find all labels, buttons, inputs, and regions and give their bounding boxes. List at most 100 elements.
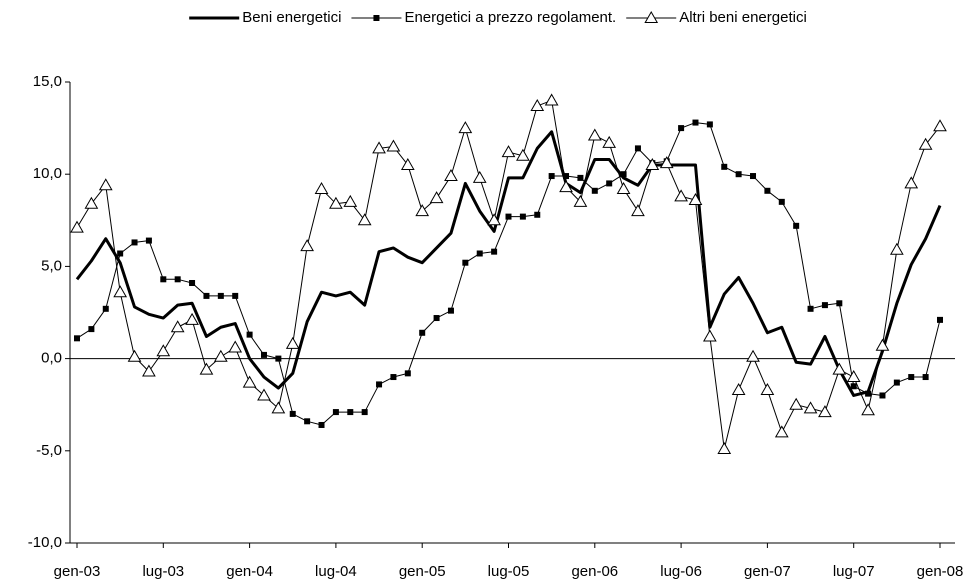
marker xyxy=(908,374,915,381)
marker xyxy=(213,349,228,362)
marker xyxy=(803,401,818,414)
marker xyxy=(717,441,732,454)
marker xyxy=(300,239,314,252)
x-tick-label: gen-03 xyxy=(54,563,101,580)
marker xyxy=(329,196,343,209)
marker xyxy=(174,276,181,283)
marker xyxy=(937,316,943,323)
marker xyxy=(519,213,526,220)
marker xyxy=(534,211,541,218)
marker xyxy=(548,173,555,180)
marker xyxy=(764,187,771,194)
legend-marker xyxy=(373,15,380,21)
marker xyxy=(505,213,512,220)
marker xyxy=(376,381,383,388)
marker xyxy=(591,187,598,194)
marker xyxy=(332,409,339,416)
series-line xyxy=(75,130,942,397)
x-tick-label: lug-07 xyxy=(833,563,875,580)
marker xyxy=(731,382,746,395)
marker xyxy=(573,194,588,207)
x-tick-label: gen-05 xyxy=(399,563,446,580)
marker xyxy=(246,331,253,338)
marker xyxy=(559,180,573,193)
marker xyxy=(750,173,757,180)
marker xyxy=(746,349,760,362)
marker xyxy=(88,326,95,333)
series xyxy=(75,130,942,397)
marker xyxy=(84,196,99,209)
marker xyxy=(850,383,857,390)
marker xyxy=(74,335,80,342)
marker xyxy=(922,374,929,381)
marker xyxy=(228,340,243,353)
marker xyxy=(807,305,814,312)
legend: Beni energetici Energetici a prezzo regol… xyxy=(189,9,807,26)
x-tick-label: lug-05 xyxy=(488,563,530,580)
marker xyxy=(142,364,156,377)
marker xyxy=(170,320,185,333)
marker xyxy=(260,351,267,358)
marker xyxy=(678,125,685,132)
marker xyxy=(774,425,789,438)
marker xyxy=(257,388,271,401)
marker xyxy=(530,98,545,111)
marker xyxy=(156,344,171,357)
marker xyxy=(458,121,473,134)
marker xyxy=(199,362,214,375)
marker xyxy=(544,93,559,106)
marker xyxy=(703,329,717,342)
marker xyxy=(343,194,358,207)
marker xyxy=(217,292,224,299)
marker xyxy=(889,242,904,255)
marker xyxy=(131,239,138,246)
marker xyxy=(386,139,401,152)
marker xyxy=(372,141,386,154)
legend-marker xyxy=(644,10,659,23)
marker xyxy=(659,156,674,169)
marker xyxy=(318,421,325,428)
marker xyxy=(285,336,300,349)
marker xyxy=(462,259,469,266)
x-tick-label: gen-06 xyxy=(571,563,618,580)
marker xyxy=(688,193,703,206)
marker xyxy=(836,300,843,307)
y-tick-label: 5,0 xyxy=(41,257,62,274)
x-tick-label: gen-07 xyxy=(744,563,791,580)
series xyxy=(70,93,947,454)
marker xyxy=(706,121,713,128)
marker xyxy=(242,375,257,388)
y-tick-label: 10,0 xyxy=(33,165,62,182)
y-tick-label: 15,0 xyxy=(33,73,62,90)
marker xyxy=(491,248,498,255)
marker xyxy=(606,180,613,187)
marker xyxy=(203,292,210,299)
x-tick-label: lug-06 xyxy=(660,563,702,580)
marker xyxy=(616,181,631,194)
marker xyxy=(275,355,282,362)
marker xyxy=(472,170,487,183)
marker xyxy=(760,382,775,395)
marker xyxy=(918,137,933,150)
marker xyxy=(821,302,828,309)
marker xyxy=(893,379,900,386)
x-tick-label: lug-04 xyxy=(315,563,357,580)
marker xyxy=(476,250,483,257)
marker xyxy=(189,279,196,286)
marker xyxy=(721,163,728,170)
marker xyxy=(692,119,699,126)
legend-label: Beni energetici xyxy=(242,9,341,26)
marker xyxy=(102,305,109,312)
y-tick-label: 0,0 xyxy=(41,350,62,367)
marker xyxy=(602,135,617,148)
marker xyxy=(735,171,742,178)
marker xyxy=(304,418,311,425)
marker xyxy=(185,312,199,325)
marker xyxy=(404,370,411,377)
marker xyxy=(879,392,886,399)
marker xyxy=(433,315,440,322)
marker xyxy=(271,401,286,414)
marker xyxy=(113,285,128,298)
marker xyxy=(145,237,152,244)
